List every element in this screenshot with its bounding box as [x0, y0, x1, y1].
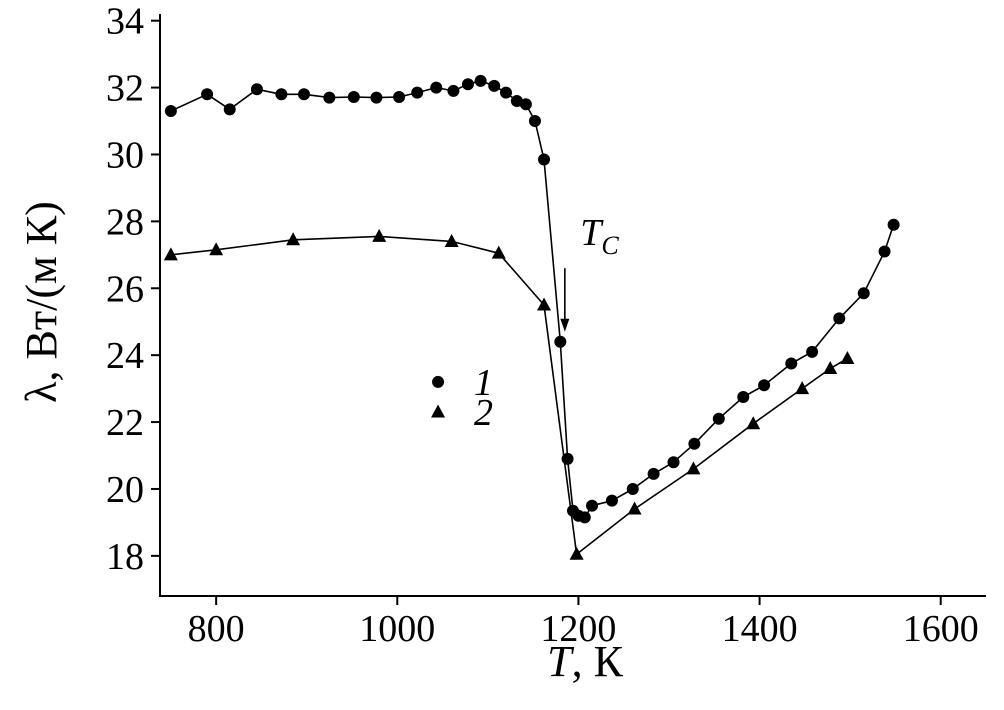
series-1-marker — [712, 412, 725, 425]
y-tick-label: 34 — [106, 1, 144, 43]
annotation-layer: TC — [560, 212, 619, 332]
legend-marker-2 — [431, 404, 446, 418]
series-1-marker — [578, 511, 591, 524]
y-tick-label: 32 — [106, 68, 144, 110]
x-tick-label: 800 — [188, 608, 245, 650]
y-tick-label: 30 — [106, 134, 144, 176]
series-1-marker — [586, 499, 599, 512]
series-1-marker — [519, 98, 532, 111]
series-1-marker — [887, 218, 900, 231]
series-1-marker — [538, 153, 551, 166]
x-axis-unit: , К — [572, 637, 624, 686]
series-1-marker — [528, 115, 541, 128]
series-1-marker — [510, 94, 523, 107]
series-1-marker — [430, 81, 443, 94]
series-1-marker — [298, 88, 311, 101]
series-1-marker — [499, 86, 512, 99]
series-2-marker — [491, 245, 506, 259]
series-1-marker — [737, 390, 750, 403]
series-2-marker — [686, 461, 701, 475]
tc-arrow-head — [560, 318, 570, 332]
series-2-marker — [537, 297, 552, 311]
series-1-marker — [164, 105, 177, 117]
series-2-marker — [569, 546, 584, 560]
series-1-marker — [605, 494, 618, 507]
series-1-marker — [201, 88, 214, 101]
series-1-marker — [785, 357, 798, 370]
series-1-marker — [878, 245, 891, 258]
series-2-marker — [444, 233, 459, 247]
series-1-marker — [554, 335, 567, 348]
series-1-line — [170, 80, 895, 519]
series-1-marker — [667, 456, 680, 469]
legend-label-1: 1 — [474, 362, 493, 404]
series-2-marker — [286, 232, 301, 246]
y-tick-label: 24 — [106, 335, 144, 377]
series-2-marker — [746, 416, 761, 430]
series-1-marker — [488, 79, 501, 92]
y-tick-label: 26 — [106, 268, 144, 310]
series-1-marker — [461, 78, 474, 91]
series-1-marker — [758, 379, 771, 392]
series-2-marker — [163, 247, 178, 261]
y-tick-label: 18 — [106, 536, 144, 578]
x-tick-label: 1400 — [722, 608, 798, 650]
axes-layer: 800 1000 1200 1400 1600 18 20 22 24 26 28 30 32 34 — [106, 1, 986, 650]
x-tick-label: 1200 — [540, 608, 616, 650]
series-1-marker — [626, 482, 639, 495]
series-1-marker — [393, 90, 406, 103]
series-2-marker — [372, 228, 387, 242]
series-1-marker — [250, 83, 263, 96]
y-axis-label: λ, Вт/(м К) — [17, 201, 66, 403]
series-1-marker — [347, 90, 360, 103]
series-1-marker — [223, 103, 236, 116]
series-1-marker — [447, 84, 460, 97]
y-tick-label: 20 — [106, 469, 144, 511]
legend-label-2: 2 — [474, 392, 493, 434]
tc-label: TC — [580, 212, 619, 260]
series-1-marker — [688, 437, 701, 450]
series-2-line — [170, 235, 848, 556]
series-2-marker — [823, 361, 838, 375]
series-1-marker — [474, 74, 487, 87]
axis-spines — [159, 14, 986, 597]
series-1-marker — [370, 91, 383, 104]
series-2-marker — [795, 381, 810, 395]
x-axis-label: T, К — [547, 637, 623, 686]
x-tick-label: 1000 — [359, 608, 435, 650]
series-2-marker — [840, 351, 855, 365]
y-tick-label: 28 — [106, 201, 144, 243]
series-1-marker — [275, 88, 288, 101]
series-1-marker — [647, 467, 660, 480]
y-tick-label: 22 — [106, 402, 144, 444]
series-layer: 12 — [163, 74, 900, 560]
series-2-marker — [209, 242, 224, 256]
series-1-marker — [411, 86, 424, 99]
x-tick-label: 1600 — [903, 608, 979, 650]
legend-marker-1 — [432, 375, 445, 388]
series-1-marker — [857, 287, 870, 300]
series-2-marker — [627, 501, 642, 515]
series-1-marker — [833, 312, 846, 325]
series-1-marker — [323, 91, 336, 104]
series-1-marker — [806, 345, 819, 358]
x-axis-symbol: T — [547, 637, 575, 686]
